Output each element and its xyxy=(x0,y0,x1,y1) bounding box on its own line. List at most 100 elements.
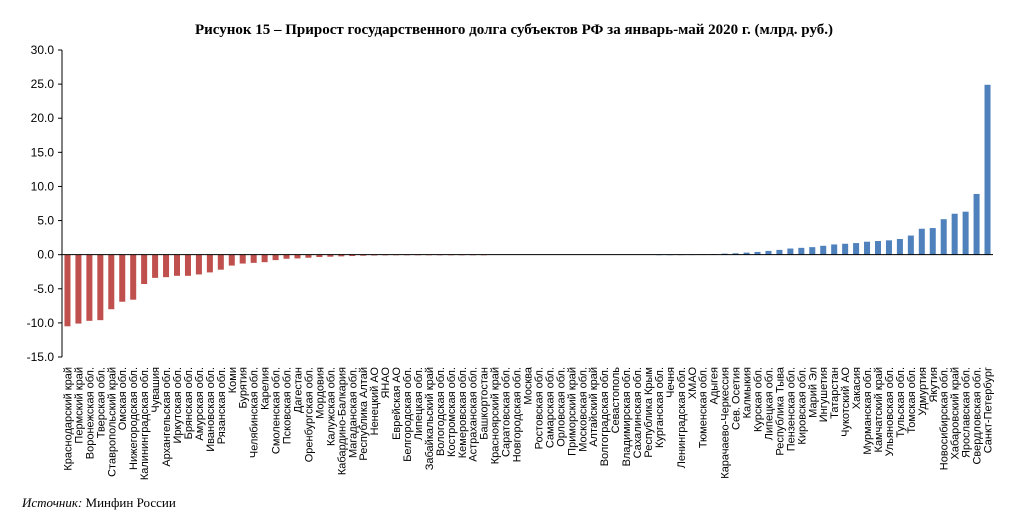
bar xyxy=(732,253,739,255)
x-tick-label: Алтайский край xyxy=(588,367,600,447)
y-tick-label: 25.0 xyxy=(31,77,55,91)
bar xyxy=(108,254,115,310)
x-tick-label: Удмуртия xyxy=(917,367,929,416)
x-tick-label: Псковская обл. xyxy=(282,367,294,444)
x-tick-label: Башкортостан xyxy=(479,367,491,440)
x-tick-label: Ярославская обл. xyxy=(961,367,973,458)
x-tick-label: Самарская обл. xyxy=(544,367,556,448)
x-tick-label: Липецкая обл. xyxy=(413,367,425,440)
x-tick-label: Оренбургская обл. xyxy=(303,367,315,462)
bar xyxy=(294,254,301,259)
x-tick-label: Курганская обл. xyxy=(654,367,666,448)
chart-title: Рисунок 15 – Прирост государственного до… xyxy=(194,22,834,38)
x-tick-label: Ставропольский край xyxy=(106,367,118,477)
x-tick-label: Калужская обл. xyxy=(325,367,337,446)
x-tick-label: Челябинская обл. xyxy=(249,367,261,458)
x-tick-label: Ленинградская обл. xyxy=(676,367,688,468)
bar xyxy=(842,243,849,255)
bar xyxy=(152,254,159,278)
bar xyxy=(864,241,871,255)
x-tick-label: Республика Алтай xyxy=(358,367,370,461)
x-tick-label: Якутия xyxy=(928,367,940,403)
bar xyxy=(907,235,914,255)
bar xyxy=(721,253,728,255)
x-tick-label: Липецкая обл. xyxy=(763,367,775,440)
y-tick-label: 0.0 xyxy=(37,248,54,262)
x-tick-label: Севастополь xyxy=(610,367,622,434)
x-tick-label: Новосибирская обл. xyxy=(939,367,951,470)
x-tick-label: Саратовская обл. xyxy=(501,367,513,457)
bar xyxy=(831,244,838,255)
x-tick-label: Пермский край xyxy=(73,367,85,444)
x-tick-label: Красноярский край xyxy=(490,367,502,464)
source-note: Источник: Минфин России xyxy=(22,495,176,511)
x-tick-label: Архангельская обл. xyxy=(161,367,173,467)
x-tick-label: Мурманская обл. xyxy=(862,367,874,455)
bar xyxy=(885,240,892,255)
bar xyxy=(239,254,246,264)
x-tick-label: Омская обл. xyxy=(117,367,129,430)
bar xyxy=(195,254,202,275)
x-tick-label: Нижегородская обл. xyxy=(128,367,140,470)
x-tick-label: Астраханская обл. xyxy=(468,367,480,462)
x-tick-label: Вологодская обл. xyxy=(435,367,447,456)
bar xyxy=(261,254,268,263)
x-tick-label: Забайкальский край xyxy=(424,367,436,470)
x-tick-label: Ивановская обл. xyxy=(205,367,217,452)
y-tick-label: -10.0 xyxy=(27,316,55,330)
x-tick-label: Бурятия xyxy=(238,367,250,408)
x-tick-label: Белгородская обл. xyxy=(402,367,414,462)
x-tick-label: Иркутская обл. xyxy=(172,367,184,443)
x-tick-label: Ингушетия xyxy=(818,367,830,422)
bar xyxy=(163,254,170,278)
x-tick-label: Кабардино-Балкария xyxy=(336,367,348,475)
bar xyxy=(918,228,925,255)
x-tick-label: Камчатский край xyxy=(873,367,885,452)
bar xyxy=(984,84,991,255)
bar xyxy=(141,254,148,285)
x-tick-label: Магаданская обл. xyxy=(347,367,359,458)
bar xyxy=(316,254,323,258)
bar xyxy=(973,193,980,255)
x-tick-label: Еврейская АО xyxy=(391,367,403,440)
x-tick-label: Пензенская обл. xyxy=(785,367,797,451)
bar xyxy=(97,254,104,321)
bar xyxy=(765,250,772,255)
bar xyxy=(206,254,213,273)
x-tick-label: Приморский край xyxy=(566,367,578,456)
bar xyxy=(929,228,936,255)
bar xyxy=(272,254,279,261)
x-tick-label: Волгоградская обл. xyxy=(599,367,611,466)
x-tick-label: Чувашия xyxy=(150,367,162,413)
bar xyxy=(119,254,126,302)
bar xyxy=(305,254,312,258)
x-tick-label: Коми xyxy=(227,367,239,393)
bar xyxy=(896,238,903,255)
x-tick-label: Дагестан xyxy=(292,367,304,413)
x-tick-label: Кемеровская обл. xyxy=(457,367,469,458)
x-tick-label: Адыгея xyxy=(709,367,721,405)
bar xyxy=(874,241,882,255)
x-tick-label: Тверская обл. xyxy=(95,367,107,438)
source-label: Источник: xyxy=(22,495,83,510)
bar xyxy=(130,254,137,300)
x-tick-label: Рязанская обл. xyxy=(216,367,228,444)
x-tick-label: Курская обл. xyxy=(753,367,765,432)
x-tick-label: Тюменская обл. xyxy=(698,367,710,448)
x-tick-label: Хабаровский край xyxy=(950,367,962,459)
bar xyxy=(940,219,947,255)
x-tick-label: Калининградская обл. xyxy=(139,367,151,480)
x-tick-label: Ненецкий АО xyxy=(369,367,381,436)
x-tick-label: Чечня xyxy=(665,367,677,398)
bar xyxy=(820,245,827,255)
y-tick-label: 5.0 xyxy=(37,214,54,228)
x-tick-label: Калмыкия xyxy=(742,367,754,418)
x-tick-label: Карелия xyxy=(260,367,272,410)
bar xyxy=(217,254,224,270)
bar xyxy=(184,254,191,276)
bar xyxy=(743,252,750,255)
x-tick-label: Владимирская обл. xyxy=(621,367,633,466)
bar xyxy=(75,254,82,324)
y-tick-label: 20.0 xyxy=(31,111,55,125)
